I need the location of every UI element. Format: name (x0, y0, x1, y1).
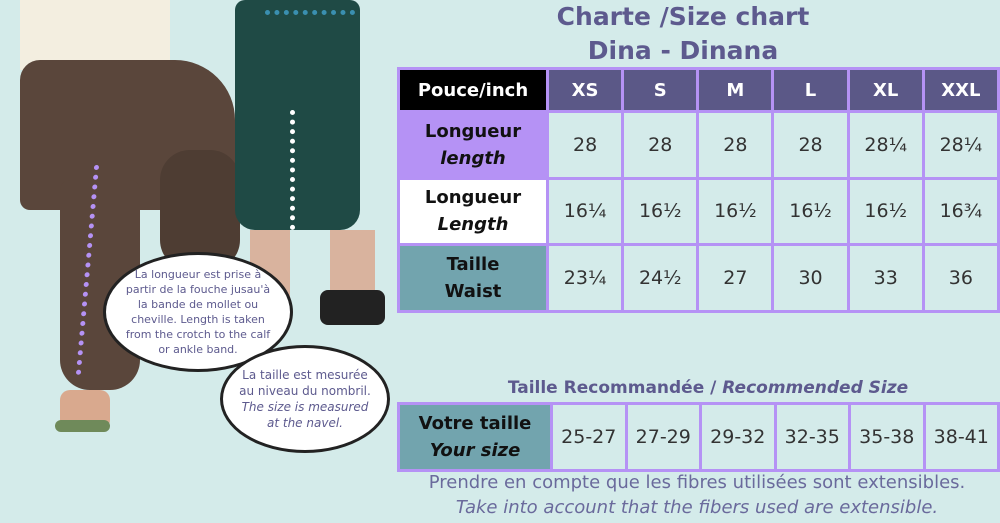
size-header: M (699, 70, 772, 110)
footer-note-en: Take into account that the fibers used a… (455, 497, 939, 518)
waist-arrow-icon (265, 10, 355, 20)
recommended-title: Taille Recommandée / Recommended Size (408, 378, 1000, 398)
waist-note-fr: La taille est mesurée au niveau du nombr… (239, 368, 371, 398)
table-cell: 16½ (849, 179, 922, 244)
size-header: XS (549, 70, 622, 110)
table-cell: 35-38 (851, 405, 923, 469)
row-label: Longueur Length (400, 179, 546, 244)
table-cell: 16¾ (924, 179, 997, 244)
row-label-fr: Longueur (424, 187, 522, 209)
length-note-bubble: La longueur est prise à partir de la fou… (103, 252, 293, 372)
table-cell: 32-35 (776, 405, 848, 469)
table-cell: 28 (624, 113, 697, 177)
size-table: Pouce/inch XS S M L XL XXL Longueur lengt… (397, 67, 1000, 313)
table-cell: 28 (549, 113, 622, 177)
table-cell: 28¼ (924, 113, 997, 177)
waist-note-bubble: La taille est mesurée au niveau du nombr… (220, 345, 390, 453)
row-label-fr: Longueur (424, 120, 522, 142)
table-cell: 28¼ (849, 113, 922, 177)
table-cell: 23¼ (549, 246, 622, 310)
table-header-row: Pouce/inch XS S M L XL XXL (400, 70, 997, 110)
table-cell: 38-41 (925, 405, 997, 469)
recommended-title-en: Recommended Size (722, 378, 909, 398)
size-header: L (774, 70, 847, 110)
length-arrow-icon (290, 110, 300, 230)
unit-header: Pouce/inch (400, 70, 546, 110)
table-row: Taille Waist 23¼ 24½ 27 30 33 36 (400, 246, 997, 310)
table-cell: 16½ (624, 179, 697, 244)
row-label: Taille Waist (400, 246, 546, 310)
table-cell: 16½ (699, 179, 772, 244)
table-row: Longueur length 28 28 28 28 28¼ 28¼ (400, 113, 997, 177)
size-header: S (624, 70, 697, 110)
table-cell: 28 (699, 113, 772, 177)
waist-note-en: The size is measured at the navel. (241, 400, 369, 430)
page-title: Charte /Size chart (556, 2, 810, 31)
brown-pants-photo (0, 0, 250, 440)
table-cell: 24½ (624, 246, 697, 310)
length-note-text: La longueur est prise à partir de la fou… (125, 268, 271, 356)
row-label-en: Waist (444, 281, 502, 303)
table-cell: 29-32 (702, 405, 774, 469)
row-label-en: Length (437, 214, 509, 236)
table-cell: 27 (699, 246, 772, 310)
table-cell: 27-29 (627, 405, 699, 469)
row-label-en: Your size (429, 440, 521, 461)
footer-note-fr: Prendre en compte que les fibres utilisé… (428, 472, 966, 493)
table-row: Longueur Length 16¼ 16½ 16½ 16½ 16½ 16¾ (400, 179, 997, 244)
table-cell: 16½ (774, 179, 847, 244)
green-pants-photo (235, 0, 385, 330)
row-label-fr: Taille (446, 254, 500, 276)
table-cell: 28 (774, 113, 847, 177)
recommended-size-table: Votre taille Your size 25-27 27-29 29-32 … (397, 402, 1000, 472)
table-cell: 36 (924, 246, 997, 310)
row-label-fr: Votre taille (418, 413, 532, 434)
table-cell: 30 (774, 246, 847, 310)
row-label-en: length (440, 147, 506, 169)
table-cell: 16¼ (549, 179, 622, 244)
recommended-title-fr: Taille Recommandée / (507, 378, 723, 398)
row-label: Votre taille Your size (400, 405, 550, 469)
table-row: Votre taille Your size 25-27 27-29 29-32 … (400, 405, 997, 469)
row-label: Longueur length (400, 113, 546, 177)
size-header: XL (849, 70, 922, 110)
size-header: XXL (924, 70, 997, 110)
product-name: Dina - Dinana (587, 36, 779, 65)
table-cell: 33 (849, 246, 922, 310)
table-cell: 25-27 (553, 405, 625, 469)
